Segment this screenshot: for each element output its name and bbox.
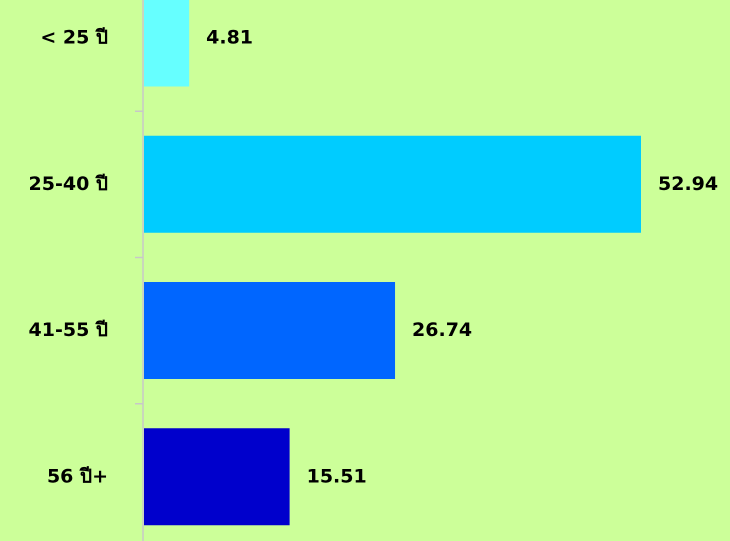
bar xyxy=(144,135,641,233)
bar xyxy=(144,428,290,526)
value-label: 52.94 xyxy=(658,173,718,195)
bar xyxy=(144,282,396,379)
category-labels: < 25 ปี 25-40 ปี 41-55 ปี 56 ปี+ xyxy=(29,27,108,488)
value-label: 4.81 xyxy=(206,27,253,49)
bars xyxy=(144,0,641,526)
value-label: 15.51 xyxy=(307,465,367,487)
category-label: 56 ปี+ xyxy=(47,465,108,487)
y-axis xyxy=(135,0,144,541)
category-label: < 25 ปี xyxy=(40,27,108,49)
bar xyxy=(144,0,190,87)
value-labels: 4.81 52.94 26.74 15.51 xyxy=(206,27,718,488)
category-label: 25-40 ปี xyxy=(29,173,108,195)
category-label: 41-55 ปี xyxy=(29,319,108,341)
value-label: 26.74 xyxy=(412,319,472,341)
